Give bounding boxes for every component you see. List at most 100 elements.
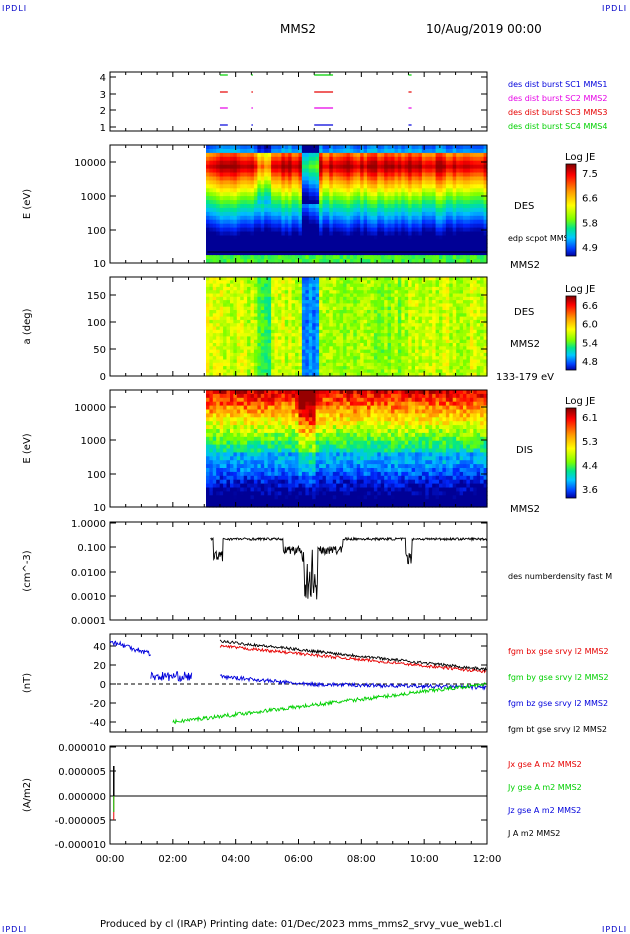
spectrogram-cell — [271, 359, 276, 364]
spectrogram-cell — [223, 329, 228, 334]
spectrogram-cell — [315, 293, 320, 298]
spectrogram-cell — [206, 369, 210, 374]
spectrogram-cell — [445, 243, 450, 248]
spectrogram-cell — [291, 286, 296, 291]
spectrogram-cell — [253, 200, 258, 205]
spectrogram-cell — [356, 326, 361, 331]
spectrogram-cell — [260, 333, 265, 337]
spectrogram-cell — [240, 184, 245, 189]
spectrogram-cell — [356, 366, 361, 370]
spectrogram-cell — [332, 172, 337, 177]
spectrogram-cell — [319, 343, 324, 347]
spectrogram-cell — [281, 223, 286, 229]
spectrogram-cell — [432, 172, 437, 177]
spectrogram-cell — [439, 343, 443, 347]
spectrogram-cell — [401, 247, 406, 252]
spectrogram-cell — [370, 223, 375, 229]
spectrogram-cell — [449, 306, 454, 311]
spectrogram-cell — [439, 160, 443, 166]
spectrogram-cell — [319, 207, 324, 213]
spectrogram-cell — [411, 319, 416, 324]
spectrogram-cell — [332, 211, 337, 217]
spectrogram-cell — [329, 349, 334, 354]
spectrogram-cell — [206, 296, 210, 301]
spectrogram-cell — [329, 164, 334, 170]
spectrogram-cell — [250, 296, 255, 301]
spectrogram-cell — [356, 277, 361, 281]
spectrogram-cell — [260, 168, 265, 174]
spectrogram-cell — [387, 346, 392, 351]
spectrogram-cell — [301, 168, 306, 174]
spectrogram-cell — [401, 362, 406, 367]
spectrogram-cell — [339, 306, 344, 311]
spectrogram-cell — [356, 359, 361, 364]
spectrogram-cell — [295, 310, 300, 314]
spectrogram-cell — [391, 239, 395, 244]
spectrogram-cell — [445, 180, 450, 185]
spectrogram-cell — [418, 343, 423, 347]
spectrogram-cell — [456, 316, 461, 321]
spectrogram-cell — [452, 323, 457, 328]
spectrogram-cell — [397, 196, 402, 201]
spectrogram-cell — [473, 356, 478, 361]
spectrogram-cell — [476, 160, 481, 166]
spectrogram-cell — [346, 235, 351, 240]
spectrogram-cell — [336, 180, 341, 185]
spectrogram-cell — [380, 239, 385, 244]
spectrogram-cell — [322, 152, 327, 158]
spectrogram-cell — [267, 372, 272, 377]
spectrogram-cell — [308, 349, 313, 354]
spectrogram-cell — [277, 339, 282, 344]
spectrogram-cell — [291, 192, 296, 197]
spectrogram-cell — [295, 283, 300, 288]
spectrogram-cell — [469, 148, 474, 154]
spectrogram-cell — [445, 223, 450, 229]
spectrogram-cell — [260, 290, 265, 295]
spectrogram-cell — [418, 176, 423, 181]
spectrogram-cell — [243, 310, 248, 314]
spectrogram-cell — [456, 296, 461, 301]
spectrogram-cell — [319, 323, 324, 328]
spectrogram-cell — [301, 316, 306, 321]
spectrogram-cell — [404, 362, 409, 367]
spectrogram-cell — [329, 156, 334, 162]
spectrogram-cell — [216, 188, 221, 193]
spectrogram-cell — [250, 156, 255, 162]
spectrogram-cell — [312, 362, 317, 367]
spectrogram-cell — [322, 251, 327, 256]
spectrogram-cell — [250, 172, 255, 177]
spectrogram-cell — [243, 359, 248, 364]
spectrogram-cell — [425, 349, 430, 354]
spectrogram-cell — [315, 204, 320, 209]
spectrogram-cell — [264, 277, 269, 281]
spectrogram-cell — [480, 160, 485, 166]
spectrogram-cell — [329, 192, 334, 197]
spectrogram-cell — [401, 211, 406, 217]
spectrogram-cell — [212, 215, 217, 221]
spectrogram-cell — [260, 180, 265, 185]
spectrogram-cell — [370, 303, 375, 308]
spectrogram-cell — [339, 333, 344, 337]
spectrogram-cell — [226, 227, 231, 233]
spectrogram-cell — [322, 366, 327, 370]
spectrogram-cell — [319, 204, 324, 209]
spectrogram-cell — [343, 207, 348, 213]
spectrogram-cell — [418, 349, 423, 354]
spectrogram-cell — [370, 172, 375, 177]
spectrogram-cell — [267, 313, 272, 318]
spectrogram-cell — [206, 310, 210, 314]
spectrogram-cell — [271, 192, 276, 197]
spectrogram-cell — [339, 359, 344, 364]
spectrogram-cell — [380, 164, 385, 170]
spectrogram-cell — [391, 172, 395, 177]
spectrogram-cell — [367, 329, 371, 334]
spectrogram-cell — [411, 346, 416, 351]
spectrogram-cell — [456, 319, 461, 324]
spectrogram-cell — [277, 333, 282, 337]
spectrogram-cell — [397, 247, 402, 252]
spectrogram-cell — [216, 300, 221, 304]
spectrogram-cell — [404, 145, 409, 150]
spectrogram-cell — [230, 300, 234, 304]
spectrogram-cell — [463, 145, 467, 150]
spectrogram-cell — [391, 227, 395, 233]
